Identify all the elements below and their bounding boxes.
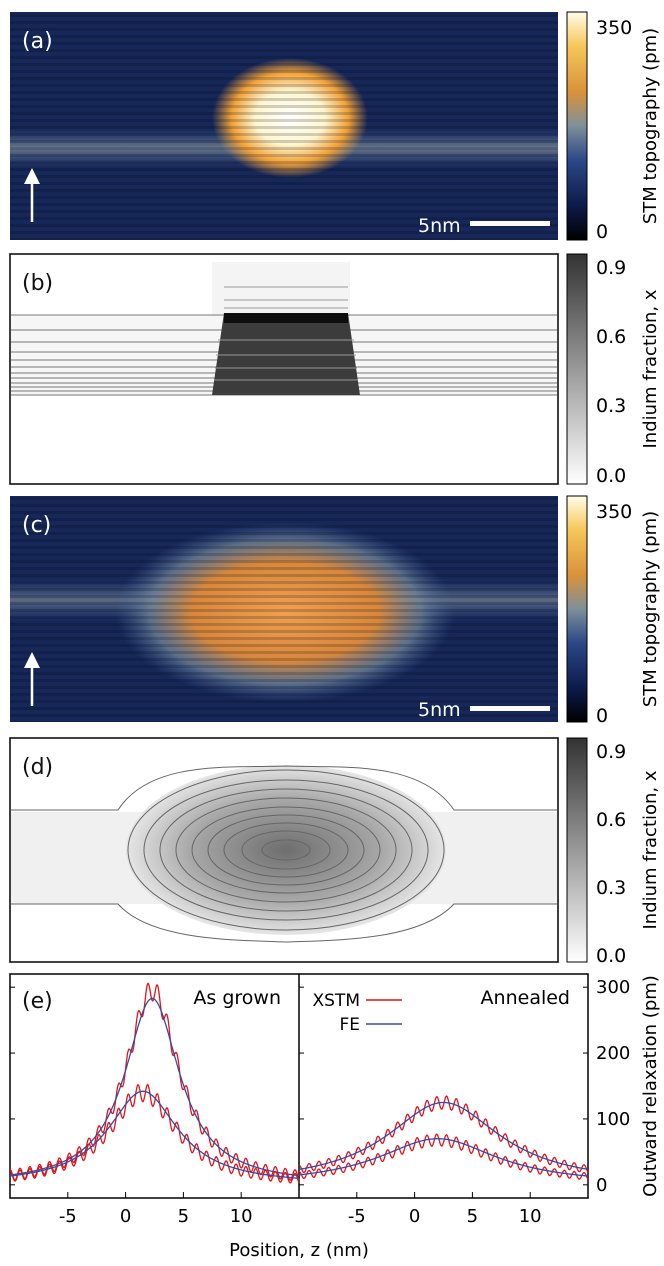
scan-lines bbox=[10, 12, 558, 240]
x-tick-label: -5 bbox=[348, 1206, 366, 1227]
stm-colorbar-gradient bbox=[566, 11, 588, 241]
series-line-xstm-6 bbox=[298, 1133, 589, 1180]
indium-colorbar-d: 0.9 0.6 0.3 0.0 Indium fraction, x bbox=[566, 737, 661, 967]
y-tick-label: 200 bbox=[596, 1043, 630, 1064]
growth-arrow-icon bbox=[24, 168, 40, 222]
colorbar-title: STM topography (pm) bbox=[640, 511, 661, 707]
colorbar-tick: 0.6 bbox=[596, 809, 626, 831]
panel-e: -5 0 5 10 -5 0 5 10 300 200 100 0 (e) As grown Ann… bbox=[9, 973, 661, 1261]
panel-c-label: (c) bbox=[22, 513, 51, 538]
colorbar-tick: 350 bbox=[596, 17, 632, 39]
panel-e-label: (e) bbox=[22, 989, 53, 1014]
stm-colorbar-c: 350 0 STM topography (pm) bbox=[566, 495, 661, 727]
x-tick-label: 10 bbox=[519, 1206, 542, 1227]
colorbar-tick: 0.3 bbox=[596, 877, 626, 899]
title-as-grown: As grown bbox=[193, 987, 281, 1009]
series-line-xstm-2 bbox=[9, 1083, 300, 1184]
scale-bar-label: 5nm bbox=[418, 215, 461, 237]
stm-colorbar-a: 350 0 STM topography (pm) bbox=[566, 11, 661, 243]
series-line-fe-3 bbox=[10, 1090, 300, 1179]
panel-c: (c) 5nm bbox=[10, 496, 558, 722]
y-tick-label: 100 bbox=[596, 1109, 630, 1130]
indium-colorbar-gradient bbox=[566, 737, 588, 963]
scale-bar-label: 5nm bbox=[418, 699, 461, 721]
indium-colorbar-b: 0.9 0.6 0.3 0.0 Indium fraction, x bbox=[566, 253, 661, 487]
colorbar-tick: 0.9 bbox=[596, 257, 626, 279]
composition-contours bbox=[11, 765, 557, 943]
x-tick-label: 0 bbox=[409, 1206, 420, 1227]
colorbar-tick: 0.3 bbox=[596, 395, 626, 417]
series-line-fe-7 bbox=[298, 1138, 589, 1177]
colorbar-tick: 0.6 bbox=[596, 326, 626, 348]
colorbar-tick: 350 bbox=[596, 501, 632, 523]
y-axis-ticks: 300 200 100 0 bbox=[10, 977, 630, 1196]
legend-fe-label: FE bbox=[339, 1015, 360, 1035]
colorbar-tick: 0.9 bbox=[596, 741, 626, 763]
series-line-fe-5 bbox=[298, 1101, 589, 1171]
x-axis-ticks: -5 0 5 10 -5 0 5 10 bbox=[59, 1192, 542, 1227]
plot-annealed bbox=[298, 1095, 589, 1180]
panel-a-label: (a) bbox=[22, 29, 53, 54]
scale-bar bbox=[470, 706, 550, 711]
colorbar-title: STM topography (pm) bbox=[640, 28, 661, 224]
x-tick-label: 5 bbox=[467, 1206, 478, 1227]
x-axis-label: Position, z (nm) bbox=[229, 1240, 369, 1261]
x-tick-label: 5 bbox=[178, 1206, 189, 1227]
scale-bar bbox=[470, 221, 550, 226]
colorbar-title: Indium fraction, x bbox=[640, 770, 661, 929]
quantum-dot-trapezoid bbox=[212, 313, 360, 395]
colorbar-tick: 0 bbox=[596, 221, 608, 243]
y-tick-label: 300 bbox=[596, 977, 630, 998]
colorbar-tick: 0.0 bbox=[596, 465, 626, 487]
scan-lines bbox=[10, 496, 558, 722]
colorbar-tick: 0.0 bbox=[596, 945, 626, 967]
panel-b-label: (b) bbox=[22, 271, 53, 296]
x-tick-label: 10 bbox=[230, 1206, 253, 1227]
colorbar-title: Indium fraction, x bbox=[640, 289, 661, 448]
legend-xstm-label: XSTM bbox=[313, 991, 361, 1011]
panel-b: (b) bbox=[9, 253, 559, 485]
indium-colorbar-gradient bbox=[566, 253, 588, 485]
title-annealed: Annealed bbox=[481, 987, 570, 1009]
legend: XSTM FE bbox=[313, 991, 402, 1035]
panel-d-label: (d) bbox=[22, 755, 53, 780]
x-tick-label: 0 bbox=[120, 1206, 131, 1227]
growth-arrow-icon bbox=[24, 652, 40, 706]
plot-as-grown bbox=[9, 982, 300, 1184]
colorbar-tick: 0 bbox=[596, 705, 608, 727]
panel-a: (a) 5nm bbox=[10, 12, 558, 240]
panel-d: (d) bbox=[9, 737, 559, 963]
y-axis-label: Outward relaxation (pm) bbox=[640, 975, 661, 1197]
x-tick-label: -5 bbox=[59, 1206, 77, 1227]
y-tick-label: 0 bbox=[596, 1175, 607, 1196]
series-line-xstm-4 bbox=[299, 1095, 589, 1174]
stm-colorbar-gradient bbox=[566, 495, 588, 723]
